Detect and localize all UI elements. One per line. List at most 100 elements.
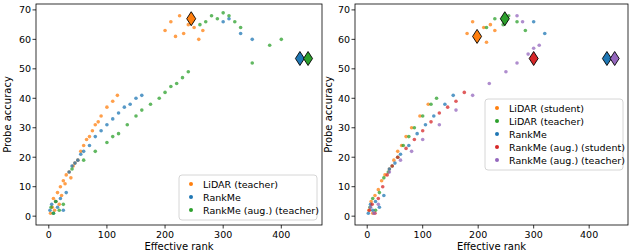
point	[178, 14, 182, 18]
point	[493, 17, 497, 21]
highlight-point	[610, 52, 619, 66]
point	[382, 194, 386, 198]
legend-marker	[495, 106, 499, 110]
point	[543, 32, 547, 36]
point	[429, 120, 433, 124]
point	[117, 111, 121, 115]
point	[134, 96, 138, 100]
point	[413, 126, 417, 130]
point	[399, 158, 403, 162]
frame	[36, 4, 322, 225]
point	[221, 11, 225, 15]
point	[79, 152, 83, 156]
highlight-point	[500, 12, 509, 26]
point	[70, 167, 74, 171]
x-axis-label: Effective rank	[144, 241, 213, 252]
point	[404, 147, 408, 151]
point	[82, 150, 86, 154]
point	[169, 20, 173, 24]
point	[371, 197, 375, 201]
point	[140, 94, 144, 98]
y-tick	[352, 39, 356, 40]
point	[239, 26, 243, 30]
y-axis-label: Probe accuracy	[323, 76, 334, 153]
legend-marker	[495, 132, 499, 136]
legend-label: RankMe (aug.) (student)	[509, 142, 625, 153]
x-tick-label: 100	[414, 229, 432, 240]
legend: LiDAR (student) LiDAR (teacher) RankMe Rank…	[485, 99, 625, 170]
point	[192, 26, 196, 30]
point	[415, 132, 419, 136]
point	[493, 29, 497, 33]
point	[85, 138, 89, 142]
x-tick	[589, 225, 590, 229]
point	[407, 144, 411, 148]
y-tick	[352, 98, 356, 99]
point	[174, 35, 178, 39]
point	[134, 114, 138, 118]
point	[54, 200, 58, 204]
point	[76, 158, 80, 162]
point	[378, 191, 382, 195]
y-tick-label: 60	[19, 34, 31, 45]
point	[515, 61, 519, 65]
legend-marker	[495, 119, 499, 123]
point	[485, 26, 489, 30]
legend-label: LiDAR (teacher)	[509, 116, 584, 127]
point	[175, 82, 179, 86]
highlight-point	[473, 29, 482, 43]
y-tick	[352, 68, 356, 69]
x-tick-label: 400	[580, 229, 598, 240]
x-tick	[533, 225, 534, 229]
legend: LiDAR (teacher)RankMeRankMe (aug.) (teac…	[179, 175, 319, 220]
point	[463, 91, 467, 95]
point	[233, 20, 237, 24]
point	[64, 173, 68, 177]
point	[396, 150, 400, 154]
point	[521, 20, 525, 24]
point	[105, 141, 109, 145]
point	[221, 20, 225, 24]
y-tick-label: 0	[344, 211, 350, 222]
point	[210, 14, 214, 18]
point	[116, 94, 120, 98]
y-tick-label: 0	[25, 211, 31, 222]
point	[105, 123, 109, 127]
point	[181, 76, 185, 80]
point	[197, 38, 201, 42]
legend-label: LiDAR (student)	[509, 103, 584, 114]
legend-label: RankMe	[509, 129, 547, 140]
x-tick-label: 200	[156, 229, 174, 240]
point	[204, 20, 208, 24]
point	[388, 170, 392, 174]
point	[390, 164, 394, 168]
point	[382, 176, 386, 180]
point	[250, 61, 254, 65]
point	[67, 170, 71, 174]
y-tick	[352, 9, 356, 10]
point	[421, 129, 425, 133]
point	[393, 161, 397, 165]
point	[99, 114, 103, 118]
legend-marker	[495, 145, 499, 149]
x-tick-label: 0	[364, 229, 370, 240]
point	[82, 144, 86, 148]
y-tick-label: 10	[338, 181, 350, 192]
point	[471, 20, 475, 24]
point	[62, 208, 66, 212]
y-tick-label: 50	[19, 63, 31, 74]
y-tick-label: 40	[338, 93, 350, 104]
point	[373, 194, 377, 198]
point	[111, 135, 115, 139]
highlight-point	[187, 12, 196, 26]
point	[537, 43, 541, 47]
point	[182, 32, 186, 36]
y-tick	[352, 157, 356, 158]
point	[421, 114, 425, 118]
legend-marker	[189, 208, 193, 212]
y-tick	[33, 98, 37, 99]
point	[413, 138, 417, 142]
y-tick-label: 30	[19, 122, 31, 133]
point	[432, 114, 436, 118]
point	[250, 38, 254, 42]
